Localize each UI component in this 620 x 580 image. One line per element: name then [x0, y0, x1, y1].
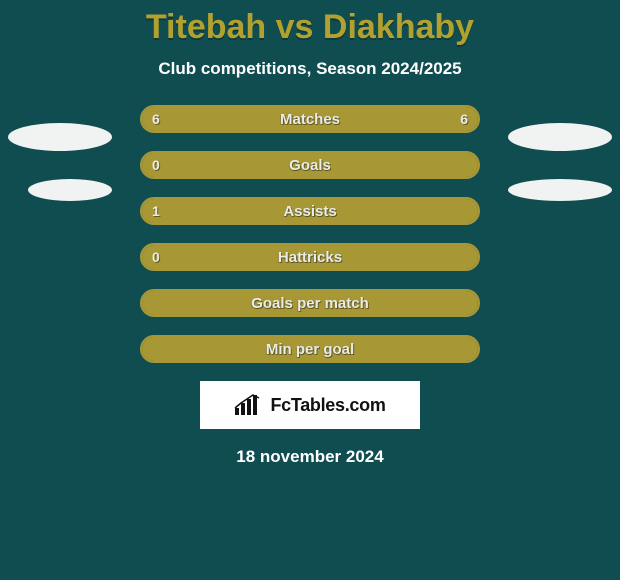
infographic-root: Titebah vs Diakhaby Club competitions, S… — [0, 0, 620, 580]
stat-bar-left-fill — [142, 107, 310, 131]
decorative-oval — [508, 179, 612, 201]
stat-bar-left-fill — [142, 199, 478, 223]
stat-row: Matches66 — [140, 105, 480, 133]
chart-bars-icon — [234, 394, 262, 416]
stat-row: Min per goal — [140, 335, 480, 363]
decorative-oval — [508, 123, 612, 151]
stat-row: Assists1 — [140, 197, 480, 225]
brand-badge: FcTables.com — [200, 381, 420, 429]
decorative-oval — [28, 179, 112, 201]
stat-bar-left-fill — [142, 291, 478, 315]
stat-row: Goals0 — [140, 151, 480, 179]
footer-date: 18 november 2024 — [0, 447, 620, 467]
stat-bar-left-fill — [142, 337, 478, 361]
stat-row: Goals per match — [140, 289, 480, 317]
stat-bar-right-fill — [142, 245, 478, 269]
stat-row: Hattricks0 — [140, 243, 480, 271]
page-title: Titebah vs Diakhaby — [0, 8, 620, 47]
stat-bar-right-fill — [310, 107, 478, 131]
stat-bar-right-fill — [142, 153, 478, 177]
decorative-oval — [8, 123, 112, 151]
brand-text: FcTables.com — [270, 395, 385, 416]
page-subtitle: Club competitions, Season 2024/2025 — [0, 59, 620, 79]
